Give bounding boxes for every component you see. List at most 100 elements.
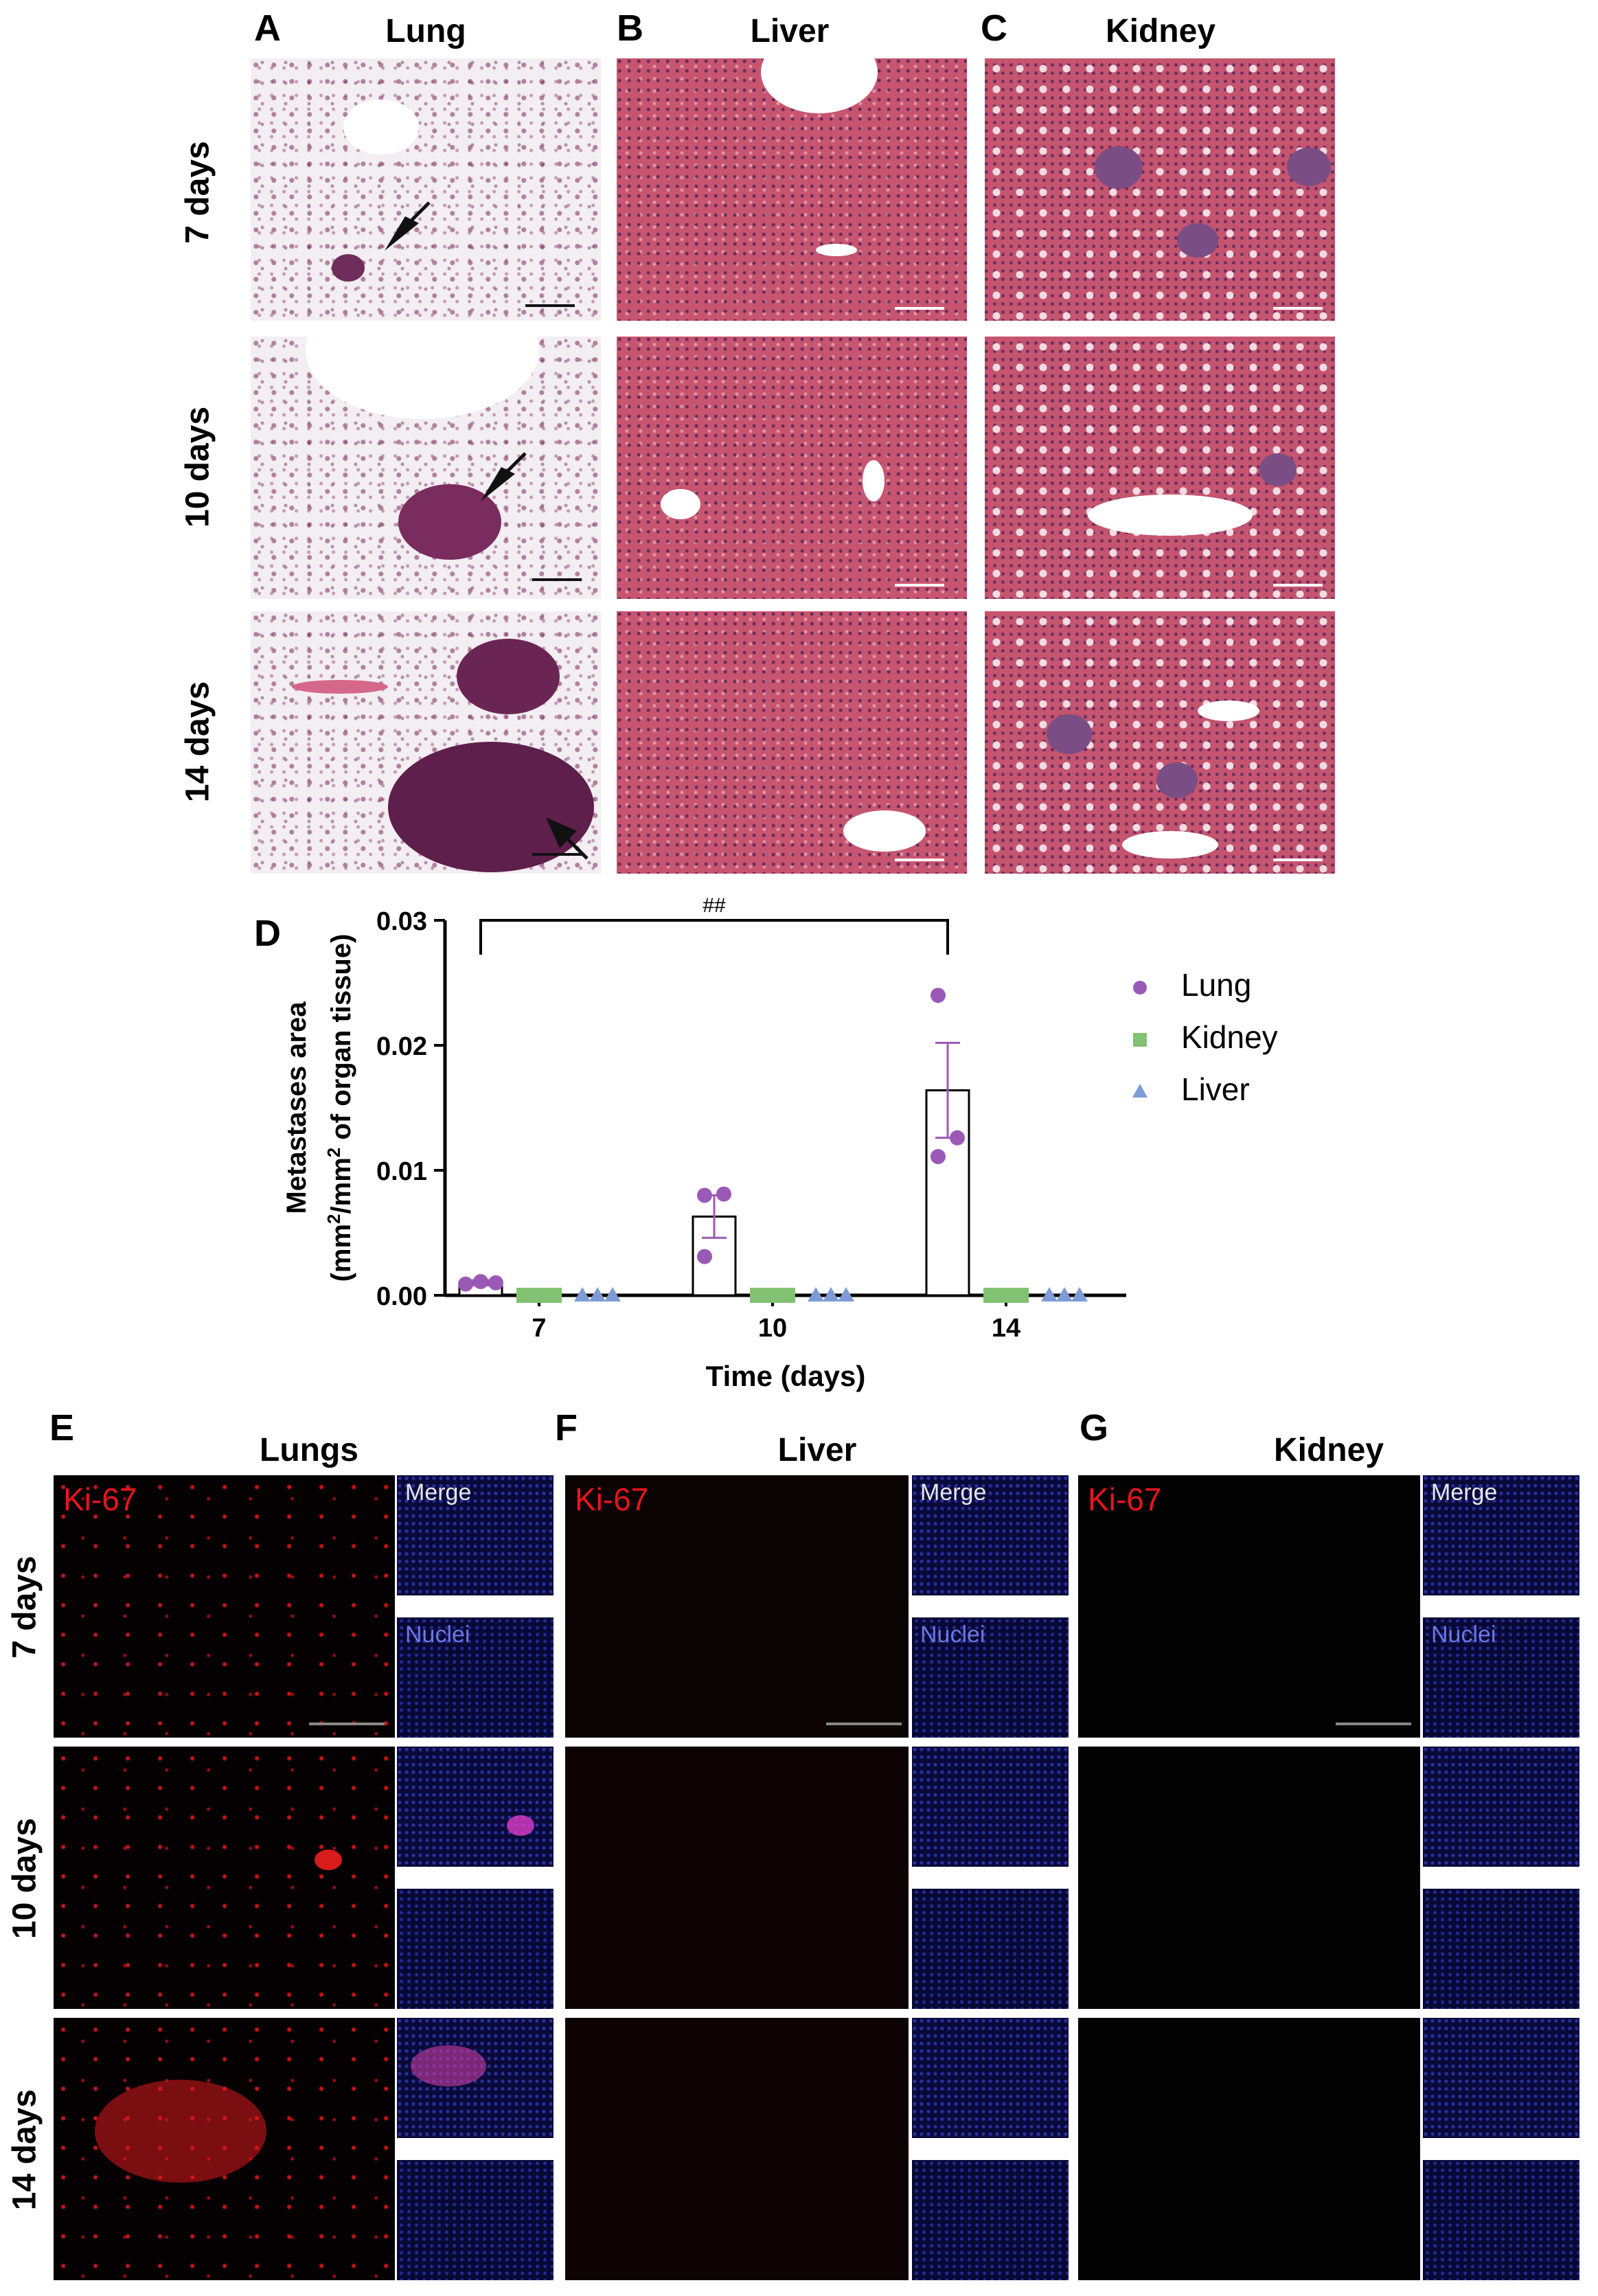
data-point-lung (697, 1187, 712, 1203)
data-point-liver (1056, 1287, 1073, 1302)
data-point-kidney (765, 1288, 780, 1303)
ki67-label: Ki-67 (575, 1481, 649, 1517)
kidney-ki67-10-days (1078, 1747, 1420, 2009)
significance-bracket (479, 919, 949, 955)
legend-label-lung: Lung (1181, 967, 1251, 1003)
panel-label-g: G (1080, 1407, 1109, 1448)
data-point-liver (838, 1287, 854, 1302)
y-tick-label: 0.02 (376, 1032, 427, 1061)
data-point-lung (931, 988, 946, 1003)
lung-histology-14-days (251, 611, 601, 874)
data-point-kidney (780, 1288, 795, 1303)
merge-label: Merge (920, 1479, 987, 1505)
data-point-kidney (532, 1288, 547, 1303)
liver-merge-10-days (912, 1747, 1069, 1867)
data-point-liver (604, 1287, 621, 1302)
y-tick-label: 0.01 (376, 1157, 427, 1186)
panel-label-a: A (254, 8, 281, 49)
kidney-ki67-7-days: Ki-67 (1078, 1475, 1420, 1738)
lungs-merge-14-days (397, 2018, 553, 2138)
liver-ki67-10-days (565, 1747, 909, 2009)
lungs-merge-10-days (397, 1747, 553, 1867)
liver-merge-7-days: Merge (912, 1475, 1069, 1595)
lungs-merge-7-days: Merge (397, 1475, 553, 1595)
liver-histology-14-days (617, 611, 967, 874)
liver-ki67-7-days: Ki-67 (565, 1475, 909, 1738)
row-label-14-days: 14 days (179, 681, 216, 803)
row-label-7-days-bottom: 7 days (6, 1556, 43, 1659)
kidney-ki67-14-days (1078, 2018, 1420, 2280)
data-point-kidney (998, 1288, 1014, 1303)
y-tick-label: 0.00 (376, 1282, 427, 1311)
liver-merge-14-days (912, 2018, 1069, 2138)
data-point-kidney (983, 1288, 998, 1303)
ki67-label: Ki-67 (63, 1481, 137, 1517)
data-point-kidney (547, 1288, 562, 1303)
kidney-histology-10-days (985, 337, 1335, 599)
nuclei-label: Nuclei (1431, 1622, 1496, 1648)
lungs-ki67-14-days (54, 2018, 395, 2280)
legend-label-liver: Liver (1181, 1071, 1250, 1107)
legend-label-kidney: Kidney (1181, 1019, 1278, 1055)
kidney-nuclei-14-days (1423, 2160, 1579, 2280)
y-tick-label: 0.03 (376, 907, 427, 936)
legend-marker-kidney (1133, 1033, 1147, 1047)
lungs-nuclei-7-days: Nuclei (397, 1617, 553, 1738)
lungs-nuclei-10-days (397, 1889, 553, 2009)
data-point-lung (488, 1275, 503, 1291)
arrow-icon (546, 817, 589, 860)
data-point-kidney (1014, 1288, 1029, 1303)
panel-label-e: E (49, 1407, 75, 1448)
lungs-nuclei-14-days (397, 2160, 553, 2280)
lungs-ki67-10-days (54, 1747, 395, 2009)
lungs-ki67-7-days: Ki-67 (54, 1475, 395, 1738)
panel-label-d: D (254, 913, 281, 954)
liver-histology-7-days (617, 58, 967, 321)
data-point-liver (589, 1287, 606, 1302)
title-liver: Liver (750, 13, 830, 49)
kidney-histology-7-days (985, 58, 1335, 321)
liver-ki67-14-days (565, 2018, 909, 2280)
arrow-icon (481, 452, 527, 501)
data-point-liver (808, 1287, 824, 1302)
row-label-10-days: 10 days (179, 406, 216, 528)
merge-label: Merge (1431, 1479, 1498, 1505)
data-point-liver (823, 1287, 839, 1302)
arrow-icon (385, 201, 431, 251)
kidney-histology-14-days (985, 611, 1335, 874)
x-axis-label: Time (days) (706, 1360, 866, 1392)
x-tick-label: 14 (992, 1314, 1020, 1343)
liver-nuclei-7-days: Nuclei (912, 1617, 1069, 1738)
x-tick-label: 10 (758, 1314, 787, 1343)
data-point-lung (931, 1148, 946, 1164)
significance-mark: ## (703, 894, 726, 917)
data-point-lung (458, 1276, 473, 1292)
title-kidney-bottom: Kidney (1273, 1432, 1384, 1468)
panel-label-f: F (555, 1407, 578, 1448)
data-point-lung (716, 1186, 731, 1202)
metastases-area-chart: 0.00 0.01 0.02 0.03 7 10 14 Time (days) Metastas… (282, 894, 1278, 1392)
data-point-lung (950, 1130, 965, 1146)
data-point-lung (697, 1249, 712, 1264)
lung-histology-7-days (251, 58, 601, 321)
row-label-10-days-bottom: 10 days (6, 1817, 43, 1940)
title-lungs: Lungs (260, 1432, 358, 1468)
lung-histology-10-days (251, 337, 601, 599)
liver-histology-10-days (617, 337, 967, 599)
liver-nuclei-14-days (912, 2160, 1069, 2280)
legend-marker-lung (1133, 981, 1147, 994)
kidney-nuclei-7-days: Nuclei (1423, 1617, 1579, 1738)
panel-label-b: B (617, 8, 643, 49)
title-liver-bottom: Liver (777, 1432, 857, 1468)
data-point-liver (1071, 1287, 1088, 1302)
title-kidney: Kidney (1105, 13, 1216, 49)
y-axis-label-units: (mm2/mm2 of organ tissue) (323, 934, 356, 1282)
data-point-liver (574, 1287, 591, 1302)
row-label-14-days-bottom: 14 days (6, 2089, 43, 2211)
kidney-merge-7-days: Merge (1423, 1475, 1579, 1595)
legend-marker-liver (1132, 1084, 1148, 1098)
kidney-merge-14-days (1423, 2018, 1579, 2138)
title-lung: Lung (385, 13, 466, 49)
data-point-liver (1041, 1287, 1058, 1302)
data-point-kidney (516, 1288, 532, 1303)
